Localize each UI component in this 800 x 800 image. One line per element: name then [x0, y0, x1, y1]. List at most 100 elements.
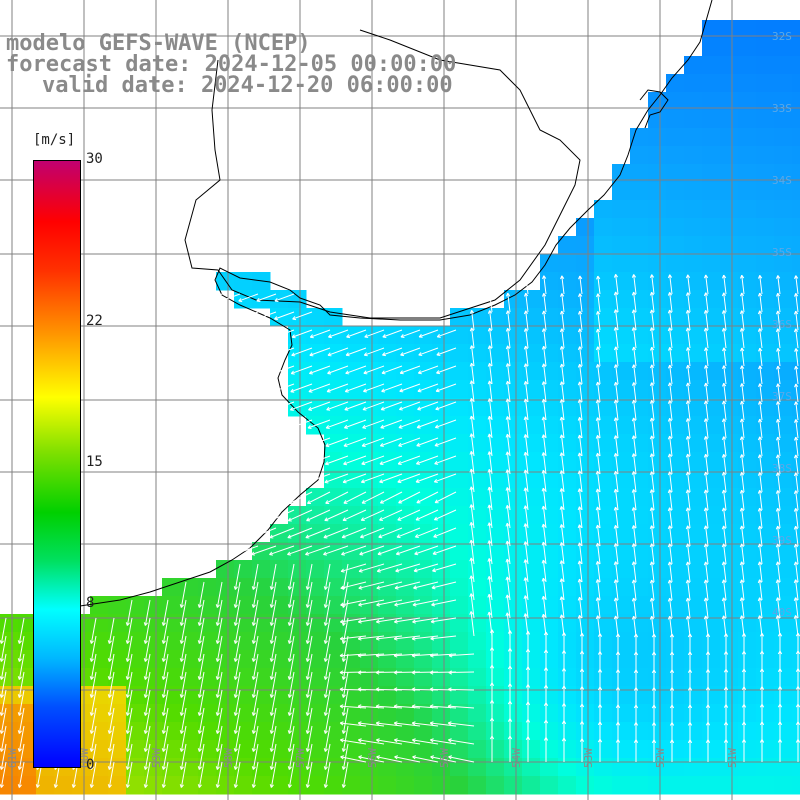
- wind-cell: [522, 542, 541, 561]
- wind-cell: [522, 758, 541, 777]
- wind-arrow: [703, 436, 709, 457]
- wind-arrow: [757, 454, 763, 475]
- wind-cell: [792, 74, 800, 93]
- wind-cell: [702, 416, 721, 435]
- wind-cell: [450, 452, 469, 471]
- wind-cell: [738, 776, 757, 795]
- wind-arrow: [179, 761, 187, 788]
- wind-cell: [360, 776, 379, 795]
- wind-cell: [648, 128, 667, 147]
- wind-arrow: [433, 473, 457, 483]
- wind-arrow: [739, 400, 745, 421]
- wind-cell: [666, 128, 685, 147]
- wind-cell: [558, 740, 577, 759]
- wind-cell: [612, 182, 631, 201]
- wind-arrow: [505, 594, 511, 619]
- wind-arrow: [723, 739, 729, 762]
- wind-arrow: [125, 671, 133, 698]
- wind-arrow: [323, 527, 349, 539]
- wind-arrow: [233, 581, 241, 608]
- wind-cell: [594, 758, 613, 777]
- wind-arrow: [237, 311, 259, 321]
- wind-cell: [198, 578, 217, 597]
- wind-arrow: [685, 525, 691, 547]
- wind-cell: [738, 668, 757, 687]
- wind-arrow: [341, 671, 349, 698]
- wind-cell: [270, 776, 289, 795]
- wind-arrow: [379, 455, 403, 466]
- wind-cell: [612, 776, 631, 795]
- wind-arrow: [667, 543, 673, 565]
- wind-arrow: [541, 416, 547, 439]
- wind-arrow: [357, 721, 385, 727]
- wind-cell: [504, 560, 523, 579]
- wind-arrow: [179, 653, 187, 680]
- wind-cell: [450, 650, 469, 669]
- wind-arrow: [523, 595, 529, 619]
- wind-cell: [774, 668, 793, 687]
- wind-cell: [720, 38, 739, 57]
- wind-cell: [774, 92, 793, 111]
- wind-arrow: [759, 739, 765, 762]
- wind-arrow: [323, 743, 331, 770]
- wind-cell: [720, 128, 739, 147]
- wind-arrow: [107, 761, 115, 788]
- wind-cell: [18, 776, 37, 795]
- wind-arrow: [739, 418, 745, 439]
- wind-arrow: [305, 671, 313, 698]
- wind-cell: [504, 578, 523, 597]
- wind-arrow: [376, 738, 403, 745]
- wind-cell: [594, 686, 613, 705]
- wind-cell: [576, 218, 595, 237]
- wind-arrow: [613, 364, 619, 385]
- wind-arrow: [669, 669, 675, 690]
- wind-cell: [684, 632, 703, 651]
- wind-arrow: [703, 418, 709, 439]
- wind-cell: [756, 632, 775, 651]
- wind-cell: [414, 686, 433, 705]
- wind-arrow: [793, 508, 799, 529]
- wind-arrow: [541, 505, 547, 529]
- wind-cell: [450, 740, 469, 759]
- wind-cell: [594, 236, 613, 255]
- longitude-label: 52W: [654, 748, 667, 768]
- wind-arrow: [597, 669, 603, 690]
- wind-arrow: [559, 524, 565, 547]
- wind-arrow: [721, 615, 727, 637]
- wind-arrow: [292, 311, 313, 321]
- wind-cell: [756, 362, 775, 381]
- wind-arrow: [399, 383, 421, 393]
- wind-cell: [540, 632, 559, 651]
- wind-arrow: [432, 545, 457, 556]
- wind-arrow: [359, 545, 385, 556]
- wind-arrow: [469, 522, 475, 547]
- wind-cell: [720, 164, 739, 183]
- wind-arrow: [577, 578, 583, 601]
- wind-arrow: [487, 593, 493, 619]
- wind-arrow: [143, 725, 151, 752]
- wind-arrow: [381, 383, 403, 393]
- wind-arrow: [343, 437, 367, 448]
- latitude-label: 40S: [772, 606, 792, 619]
- wind-cell: [648, 362, 667, 381]
- wind-arrow: [721, 507, 727, 529]
- wind-arrow: [722, 347, 727, 367]
- wind-cell: [432, 758, 451, 777]
- wind-cell: [576, 236, 595, 255]
- wind-cell: [684, 362, 703, 381]
- wind-cell: [162, 776, 181, 795]
- wind-cell: [576, 326, 595, 345]
- wind-arrow: [414, 527, 439, 538]
- wind-cell: [756, 740, 775, 759]
- wind-cell: [306, 524, 325, 543]
- wind-cell: [756, 74, 775, 93]
- wind-cell: [468, 308, 487, 327]
- wind-cell: [540, 704, 559, 723]
- wind-arrow: [397, 455, 421, 465]
- wind-cell: [198, 776, 217, 795]
- wind-cell: [702, 182, 721, 201]
- wind-cell: [360, 668, 379, 687]
- wind-arrow: [143, 707, 151, 734]
- wind-cell: [450, 758, 469, 777]
- wind-arrow: [523, 541, 529, 565]
